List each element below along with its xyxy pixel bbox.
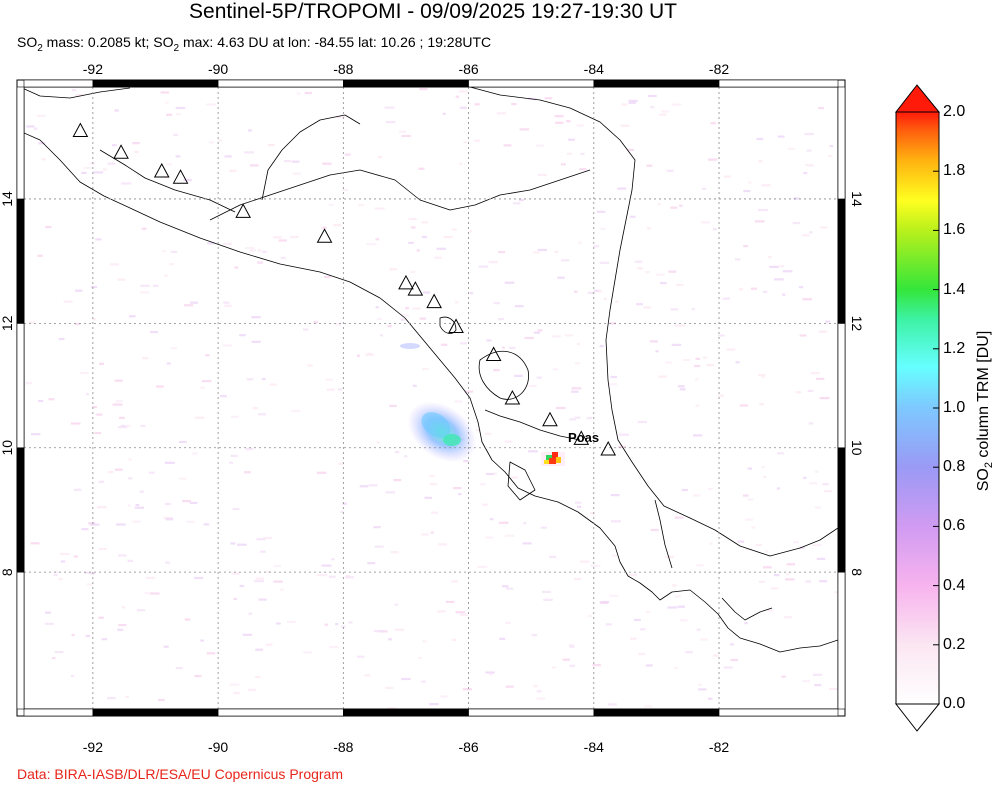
x-tick-label-top: -86 <box>458 61 478 77</box>
figure-subtitle: SO2 mass: 0.2085 kt; SO2 max: 4.63 DU at… <box>17 34 492 54</box>
so2-pixel <box>556 457 561 463</box>
frame-band-top <box>468 79 595 88</box>
plot-area <box>24 87 838 709</box>
frame-band-bottom <box>217 708 344 717</box>
frame-band-bottom <box>718 708 839 717</box>
graticule <box>24 87 838 709</box>
frame-band-right <box>837 198 846 324</box>
frame-bands <box>16 79 846 717</box>
frame-band-right <box>837 86 846 200</box>
colorbar-ticks <box>933 111 939 705</box>
colorbar-tick-label: 2.0 <box>943 103 966 120</box>
volcano-icon <box>113 144 129 159</box>
so2-pixel <box>544 460 549 464</box>
frame-band-bottom <box>343 708 469 717</box>
volcano-icon <box>600 440 617 456</box>
frame-band-top <box>718 79 839 88</box>
frame-band-top <box>343 79 469 88</box>
colorbar-tick-label: 1.6 <box>943 221 966 239</box>
so2-plume-peak <box>443 434 461 446</box>
colorbar-tick-label: 0.8 <box>943 458 966 476</box>
frame-band-top <box>23 79 94 88</box>
volcano-icon <box>72 122 89 138</box>
x-tick-label-top: -92 <box>83 61 103 77</box>
y-tick-label-left: 12 <box>0 315 15 331</box>
volcano-icon <box>485 346 502 361</box>
frame-band-top <box>593 79 720 88</box>
x-tick-label-bottom: -86 <box>458 739 478 755</box>
frame-band-bottom <box>593 708 720 717</box>
x-tick-label-bottom: -88 <box>333 739 353 755</box>
frame-band-left <box>16 447 25 573</box>
x-tick-label-bottom: -82 <box>709 739 729 755</box>
y-tick-label-left: 10 <box>0 440 15 456</box>
frame-band-left <box>16 86 25 200</box>
frame-band-left <box>16 198 25 324</box>
x-tick-label-top: -88 <box>333 61 353 77</box>
x-tick-label-top: -90 <box>208 61 228 77</box>
volcano-icon <box>398 274 414 290</box>
y-tick-label-right: 12 <box>849 316 865 332</box>
volcano-icon <box>407 281 424 296</box>
colorbar-title: SO2 column TRM [DU] <box>974 330 993 492</box>
frame-band-right <box>837 571 846 710</box>
frame-band-bottom <box>92 708 219 717</box>
volcano-icon <box>542 411 558 427</box>
volcano-markers <box>72 122 617 456</box>
tick-labels: -92 -92 -90 -90 -88 -88 -86 -86 -84 -84 -82 -82 8 8 10… <box>0 61 865 755</box>
y-tick-label-right: 8 <box>849 568 865 576</box>
colorbar-tick-label: 0.4 <box>943 576 966 594</box>
frame-band-top <box>217 79 344 88</box>
colorbar-tick-label: 1.4 <box>943 280 966 298</box>
colorbar-tick-label: 0.2 <box>943 635 966 653</box>
x-tick-label-bottom: -84 <box>584 739 604 755</box>
x-tick-label-bottom: -92 <box>83 739 103 755</box>
x-tick-label-bottom: -90 <box>208 739 228 755</box>
volcano-icon <box>153 162 170 178</box>
colorbar-tick-label: 0.6 <box>943 517 966 535</box>
volcano-icon <box>235 203 251 218</box>
volcano-icon <box>316 228 333 243</box>
colorbar-over-arrow <box>894 84 941 113</box>
colorbar <box>895 111 940 705</box>
y-tick-label-left: 8 <box>0 568 15 576</box>
colorbar-tick-label: 1.2 <box>943 339 966 357</box>
volcano-icon <box>172 169 189 184</box>
so2-plume-north <box>400 343 420 349</box>
x-tick-label-top: -84 <box>584 61 604 77</box>
y-tick-label-left: 14 <box>0 191 15 207</box>
frame-band-left <box>16 571 25 710</box>
so2-pixel <box>546 455 552 460</box>
coastlines <box>24 87 838 653</box>
frame-band-left <box>16 323 25 449</box>
so2-plume-core <box>421 412 451 438</box>
y-tick-label-right: 14 <box>849 191 865 207</box>
volcano-label-poas: Poas <box>568 430 599 445</box>
frame-band-top <box>92 79 219 88</box>
frame-band-right <box>837 323 846 449</box>
volcano-icon <box>504 389 521 405</box>
colorbar-tick-label: 1.8 <box>943 162 966 180</box>
colorbar-tick-label: 0.0 <box>943 695 966 712</box>
so2-pixel <box>549 458 556 464</box>
so2-background-noise <box>25 88 838 709</box>
colorbar-under-arrow <box>894 703 941 732</box>
volcano-icon <box>426 293 442 309</box>
volcano-icon <box>448 318 464 333</box>
x-tick-label-top: -82 <box>709 61 729 77</box>
data-credit: Data: BIRA-IASB/DLR/ESA/EU Copernicus Pr… <box>17 766 344 782</box>
so2-pixel <box>552 452 558 458</box>
frame-band-right <box>837 447 846 573</box>
volcano-icon <box>573 430 590 445</box>
figure-title: Sentinel-5P/TROPOMI - 09/09/2025 19:27-1… <box>189 0 677 23</box>
frame-band-bottom <box>23 708 94 717</box>
colorbar-tick-label: 1.0 <box>943 399 966 416</box>
frame-band-bottom <box>468 708 595 717</box>
y-tick-label-right: 10 <box>849 440 865 456</box>
